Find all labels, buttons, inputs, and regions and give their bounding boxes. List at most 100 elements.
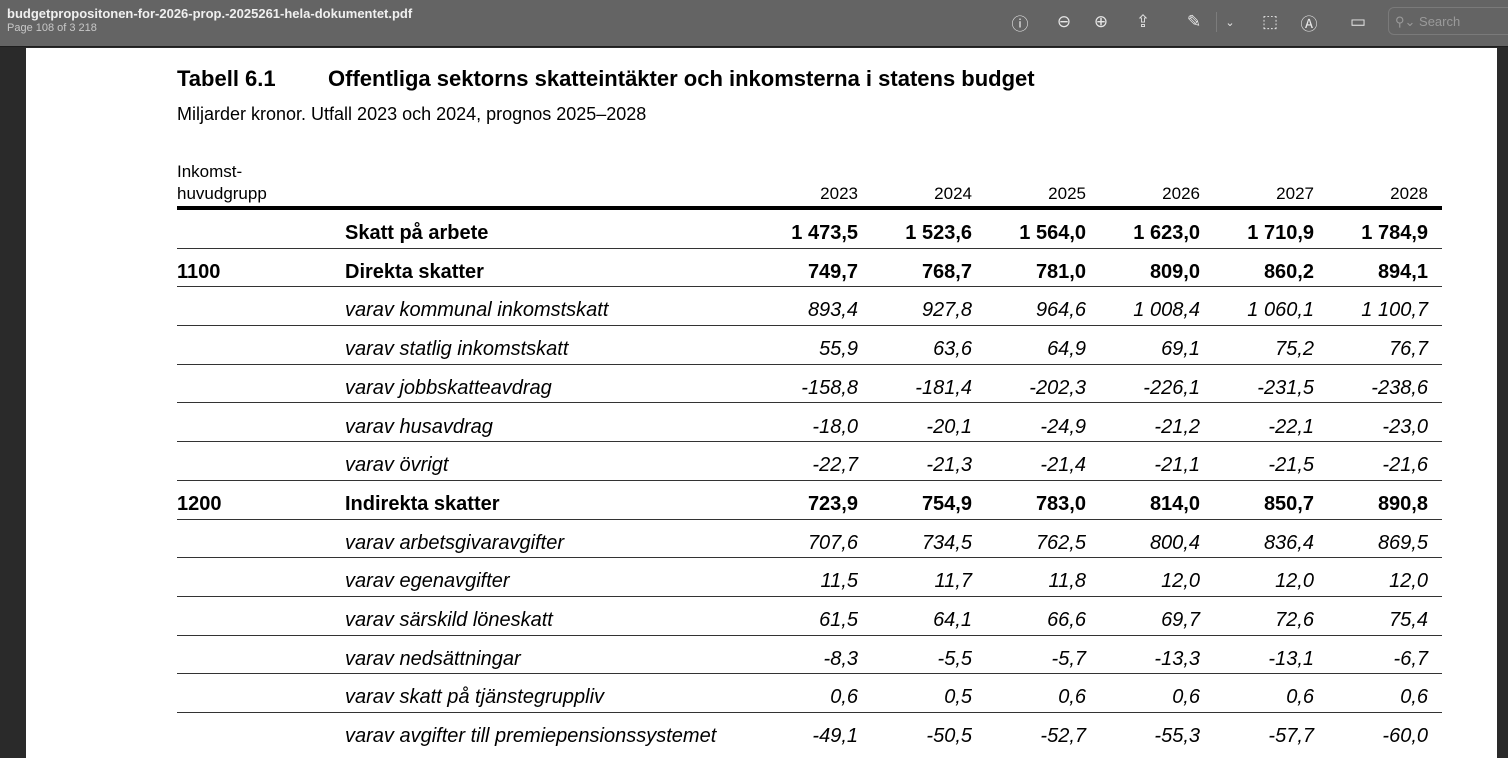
- cell-value: 0,6: [1172, 686, 1200, 709]
- table-row: varav arbetsgivaravgifter 707,6 734,5 762,5…: [177, 520, 1442, 559]
- cell-value: -158,8: [801, 376, 858, 399]
- cell-value: 1 008,4: [1133, 299, 1200, 322]
- cell-value: 1 564,0: [1019, 222, 1086, 244]
- cell-value: -50,5: [926, 725, 972, 748]
- table-row: varav skatt på tjänstegruppliv 0,6 0,5 0,6 0…: [177, 674, 1442, 714]
- row-code: 1200: [177, 492, 222, 515]
- table-title: Tabell 6.1 Offentliga sektorns skatteint…: [177, 66, 1035, 92]
- table-row: 1200 Indirekta skatter 723,9 754,9 783,0 814,…: [177, 481, 1442, 520]
- cell-value: 860,2: [1263, 260, 1314, 283]
- cell-value: 61,5: [819, 609, 858, 631]
- zoom-out-icon[interactable]: ⊖: [1056, 12, 1072, 31]
- highlight-pen-icon[interactable]: ✎: [1186, 12, 1202, 31]
- chevron-down-icon[interactable]: ⌄: [1225, 16, 1235, 29]
- cell-value: 800,4: [1149, 531, 1200, 554]
- row-label: varav avgifter till premiepensionssystem…: [345, 725, 717, 748]
- table-row: varav kommunal inkomstskatt 893,4 927,8 964…: [177, 287, 1442, 327]
- page-indicator: Page 108 of 3 218: [7, 22, 97, 34]
- year-header: 2026: [1162, 184, 1200, 203]
- cell-value: -21,6: [1382, 454, 1428, 477]
- search-input[interactable]: ⚲⌄ Search: [1388, 7, 1508, 35]
- cell-value: -231,5: [1257, 376, 1314, 399]
- table-row: varav nedsättningar -8,3 -5,5 -5,7 -13,3 -13,…: [177, 636, 1442, 675]
- cell-value: -181,4: [915, 376, 972, 399]
- cell-value: 893,4: [807, 299, 858, 322]
- cell-value: 11,7: [934, 570, 972, 593]
- cell-value: -5,5: [937, 647, 972, 670]
- table-row: varav övrigt -22,7 -21,3 -21,4 -21,1 -21,5 -21…: [177, 442, 1442, 481]
- cell-value: -6,7: [1393, 647, 1428, 670]
- cell-value: -20,1: [926, 415, 972, 438]
- row-label: varav skatt på tjänstegruppliv: [345, 686, 605, 709]
- table-row: varav husavdrag -18,0 -20,1 -24,9 -21,2 -22,1…: [177, 404, 1442, 443]
- cell-value: 783,0: [1035, 492, 1086, 515]
- year-header: 2028: [1390, 184, 1428, 203]
- row-label: Skatt på arbete: [345, 222, 489, 244]
- markup-icon[interactable]: Ⓐ: [1300, 14, 1318, 34]
- share-icon[interactable]: ⇪: [1135, 12, 1151, 31]
- table-row: 1100 Direkta skatter 749,7 768,7 781,0 809,0 8…: [177, 249, 1442, 288]
- cell-value: 72,6: [1275, 609, 1314, 631]
- signature-icon[interactable]: ▭: [1349, 12, 1367, 31]
- cell-value: 11,8: [1048, 570, 1086, 593]
- cell-value: 749,7: [807, 260, 858, 283]
- cell-value: -21,3: [926, 454, 972, 477]
- row-code: 1100: [177, 260, 221, 283]
- cell-value: 69,1: [1161, 338, 1200, 361]
- row-label: varav egenavgifter: [345, 570, 510, 593]
- cell-value: 894,1: [1377, 260, 1428, 283]
- document-filename: budgetpropositonen-for-2026-prop.-202526…: [7, 6, 413, 21]
- table-row: Skatt på arbete 1 473,5 1 523,6 1 564,0 1 62…: [177, 210, 1442, 249]
- zoom-in-icon[interactable]: ⊕: [1093, 12, 1109, 31]
- cell-value: 964,6: [1035, 299, 1086, 322]
- cell-value: -21,4: [1040, 454, 1086, 477]
- cell-value: 762,5: [1035, 531, 1086, 554]
- cell-value: 890,8: [1377, 492, 1428, 515]
- header-rule: [177, 206, 1442, 210]
- cell-value: 1 710,9: [1247, 222, 1314, 244]
- table-number: Tabell 6.1: [177, 66, 276, 91]
- cell-value: 63,6: [933, 338, 972, 361]
- cell-value: 12,0: [1161, 570, 1200, 593]
- cell-value: 1 473,5: [791, 222, 858, 244]
- toolbar: budgetpropositonen-for-2026-prop.-202526…: [0, 0, 1508, 47]
- cell-value: 1 060,1: [1247, 299, 1314, 322]
- table-row: varav avgifter till premiepensionssystem…: [177, 713, 1442, 752]
- cell-value: 12,0: [1275, 570, 1314, 593]
- row-label: Indirekta skatter: [345, 492, 500, 515]
- cell-value: -22,7: [812, 454, 858, 477]
- year-header: 2024: [934, 184, 972, 203]
- group-header-line1: Inkomst-: [177, 162, 243, 181]
- cell-value: -8,3: [823, 647, 858, 670]
- group-header-line2: huvudgrupp: [177, 184, 267, 203]
- cell-value: -13,3: [1154, 647, 1200, 670]
- cell-value: -226,1: [1143, 376, 1200, 399]
- cell-value: -21,5: [1268, 454, 1314, 477]
- cell-value: 0,6: [1400, 686, 1428, 709]
- cell-value: 723,9: [807, 492, 858, 515]
- cell-value: -49,1: [812, 725, 858, 748]
- cell-value: -24,9: [1040, 415, 1086, 438]
- row-label: varav kommunal inkomstskatt: [345, 299, 609, 322]
- row-label: varav särskild löneskatt: [345, 609, 553, 631]
- cell-value: 1 100,7: [1361, 299, 1428, 322]
- cell-value: 836,4: [1263, 531, 1314, 554]
- row-label: varav statlig inkomstskatt: [345, 338, 569, 361]
- cell-value: 927,8: [921, 299, 972, 322]
- year-header: 2027: [1276, 184, 1314, 203]
- cell-value: 734,5: [921, 531, 972, 554]
- toolbar-divider: [1216, 12, 1217, 32]
- cell-value: -60,0: [1382, 725, 1428, 748]
- year-header: 2025: [1048, 184, 1086, 203]
- table-subtitle: Miljarder kronor. Utfall 2023 och 2024, …: [177, 104, 647, 124]
- cell-value: 76,7: [1389, 338, 1428, 361]
- cell-value: 64,1: [933, 609, 972, 631]
- cell-value: 75,4: [1389, 609, 1428, 631]
- table-row: varav jobbskatteavdrag -158,8 -181,4 -202,3…: [177, 365, 1442, 404]
- rotate-icon[interactable]: ⬚: [1261, 12, 1279, 31]
- cell-value: 0,5: [944, 686, 972, 709]
- cell-value: 869,5: [1377, 531, 1428, 554]
- info-icon[interactable]: ⓘ: [1011, 14, 1029, 34]
- cell-value: 768,7: [921, 260, 972, 283]
- cell-value: -57,7: [1268, 725, 1314, 748]
